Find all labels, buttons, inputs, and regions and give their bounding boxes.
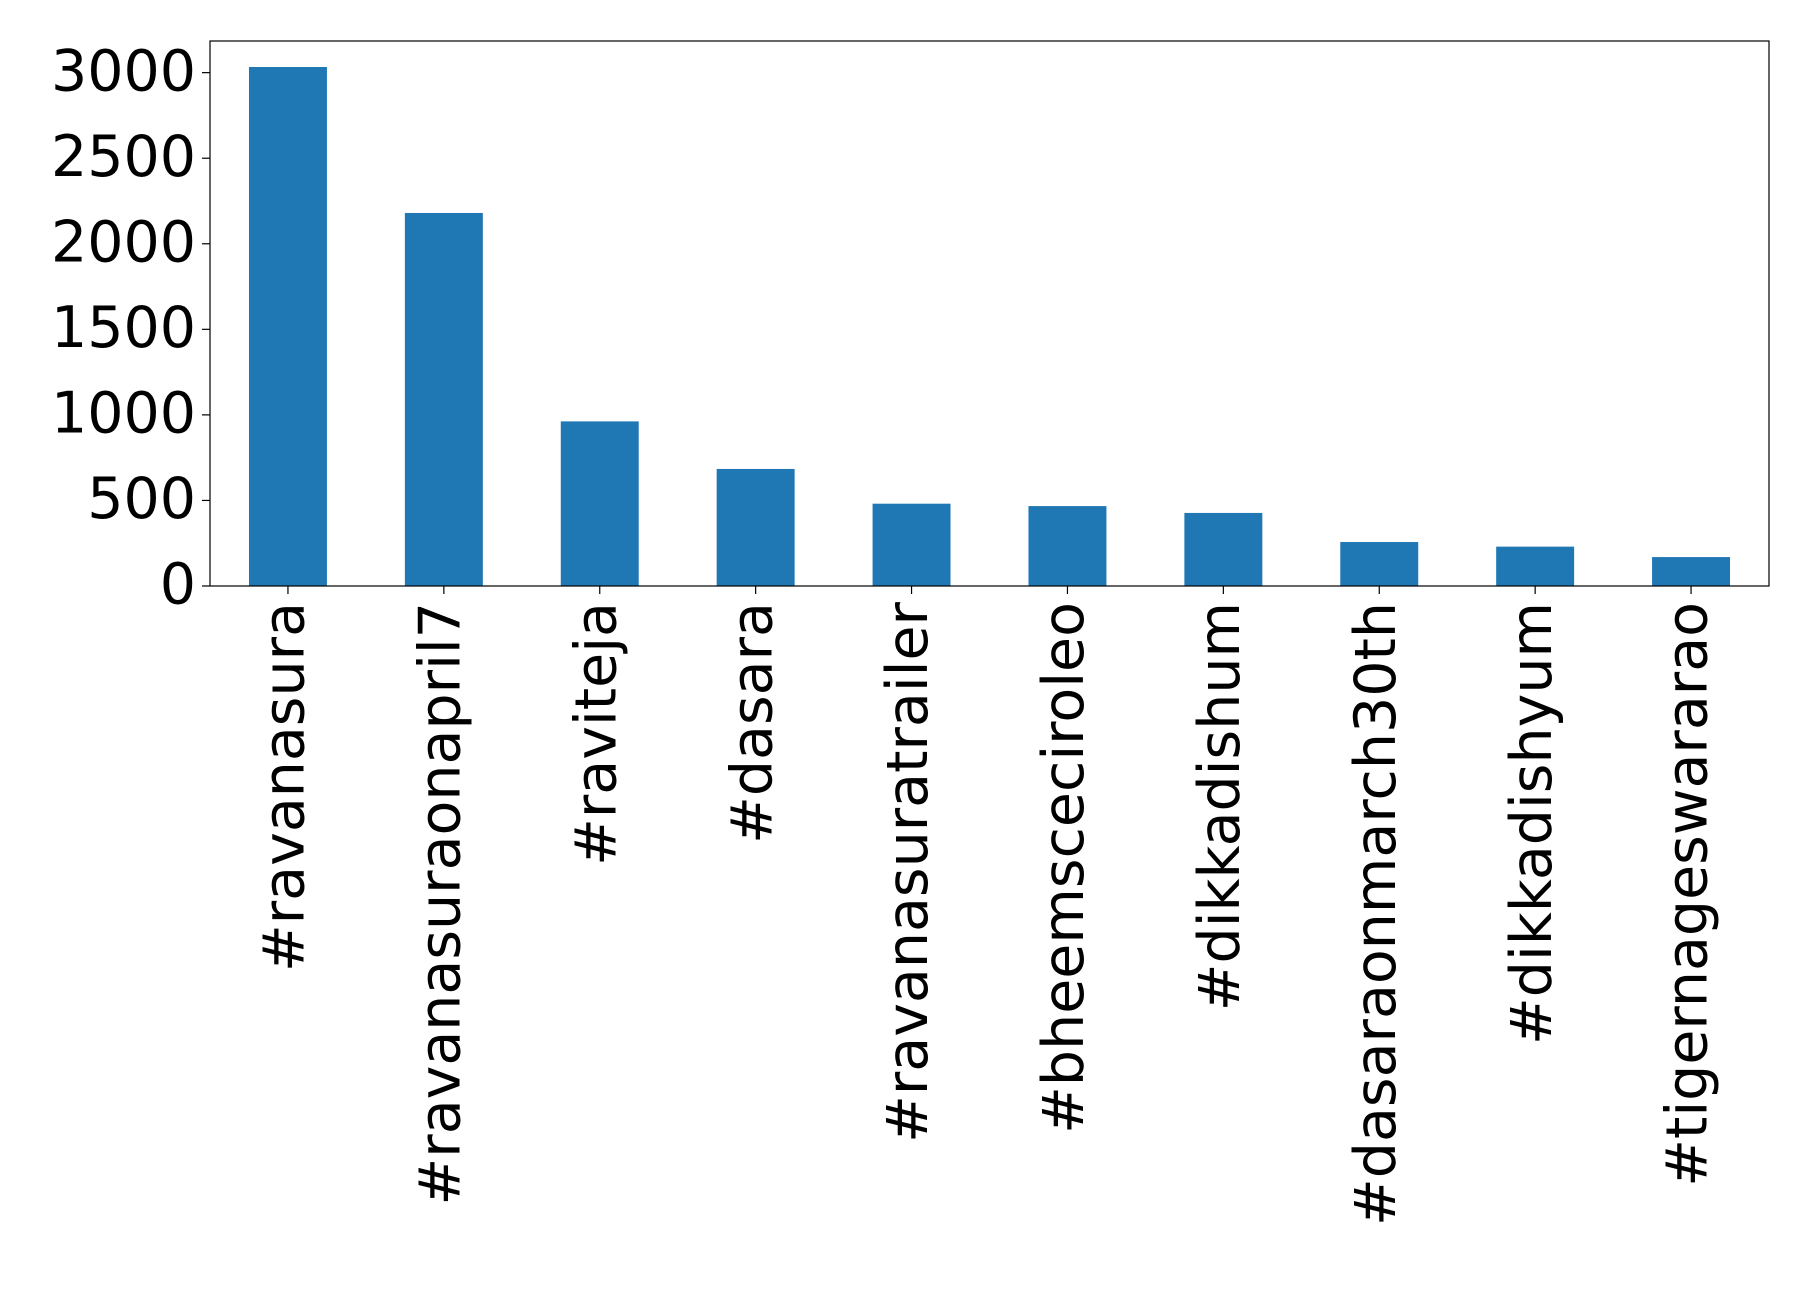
bar bbox=[404, 212, 483, 587]
y-tick-label: 0 bbox=[160, 552, 196, 618]
bar bbox=[1652, 557, 1731, 586]
y-tick-label: 1000 bbox=[51, 381, 196, 447]
bar bbox=[248, 67, 327, 587]
bar bbox=[1340, 542, 1419, 586]
x-tick-label: #ravanasura bbox=[252, 602, 318, 972]
plot-frame bbox=[209, 40, 1770, 587]
x-tick-label: #dasaraonmarch30th bbox=[1343, 602, 1409, 1226]
x-tick-label: #dikkadishum bbox=[1187, 602, 1253, 1011]
x-tick-label: #ravanasuratrailer bbox=[875, 601, 941, 1142]
y-tick-label: 2500 bbox=[51, 124, 196, 190]
x-tick-label: #raviteja bbox=[563, 602, 629, 866]
y-tick-label: 500 bbox=[87, 466, 196, 532]
x-tick-label: #bheemsceciroleo bbox=[1031, 602, 1097, 1134]
bar bbox=[1028, 506, 1107, 586]
bar bbox=[716, 468, 795, 586]
x-tick-label: #tigernageswararao bbox=[1655, 602, 1721, 1187]
bar bbox=[1496, 546, 1575, 586]
y-tick-label: 2000 bbox=[51, 209, 196, 275]
x-tick-label: #dasara bbox=[719, 602, 785, 844]
bar bbox=[560, 421, 639, 586]
y-tick-label: 3000 bbox=[51, 38, 196, 104]
bar bbox=[872, 503, 951, 586]
bar bbox=[1184, 512, 1263, 586]
y-tick-label: 1500 bbox=[51, 295, 196, 361]
x-tick-label: #ravanasuraonapril7 bbox=[407, 602, 473, 1206]
x-tick-label: #dikkadishyum bbox=[1499, 602, 1565, 1045]
